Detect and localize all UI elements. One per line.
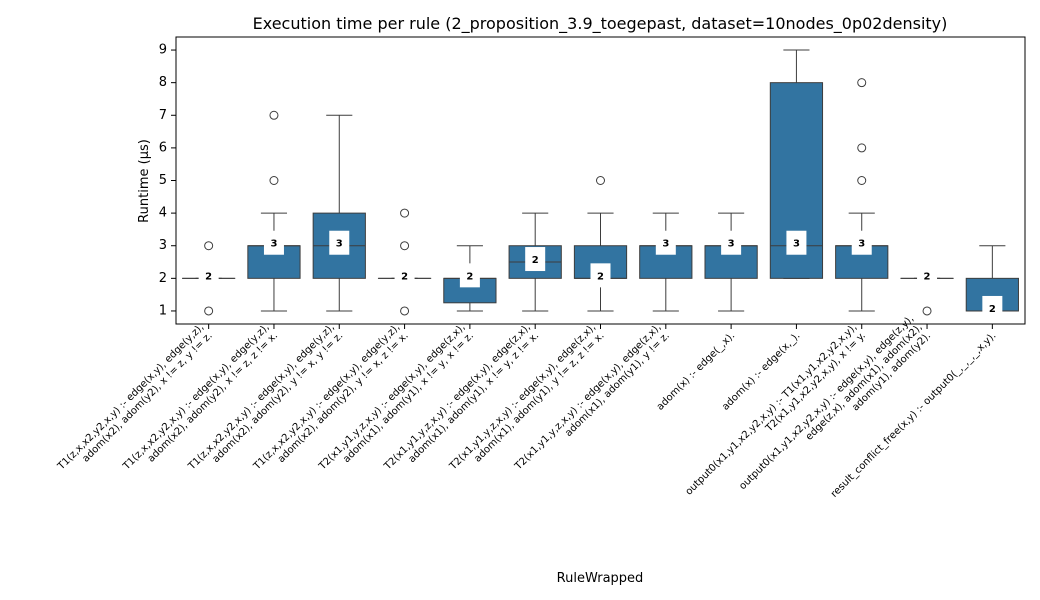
y-axis-label: Runtime (µs): [137, 139, 152, 223]
outlier-point: [400, 241, 410, 251]
median-label: 3: [793, 239, 800, 250]
outlier-point: [857, 78, 867, 88]
y-tick-label: 2: [159, 271, 167, 286]
median-label-bg: [851, 230, 872, 255]
outlier-point: [922, 306, 932, 316]
median-label: 2: [532, 255, 539, 266]
median-label-bg: [459, 263, 480, 288]
y-tick-label: 8: [159, 75, 167, 90]
y-tick-label: 1: [159, 303, 167, 318]
median-label: 2: [205, 271, 212, 282]
median-label: 3: [336, 239, 343, 250]
median-label: 3: [858, 239, 865, 250]
median-label: 2: [597, 271, 604, 282]
x-tick-label-line: output0(x1,y1,x2,y2,x,y) :- edge(x,y), e…: [737, 313, 916, 492]
median-label: 2: [924, 271, 931, 282]
outlier-point: [400, 306, 410, 316]
outlier-point: [857, 143, 867, 153]
median-label: 3: [662, 239, 669, 250]
chart-title: Execution time per rule (2_proposition_3…: [253, 14, 948, 34]
y-tick-label: 6: [159, 140, 167, 155]
y-tick-label: 5: [159, 173, 167, 188]
plot-area: 2 3 3 2 2 2 2 3 3 3 3 2 2 1 2 3 4 5 6 7 8 9 T1(z,x,x2,y2,x,y) …: [55, 36, 1026, 500]
y-tick-label: 9: [159, 43, 167, 58]
y-tick-label: 7: [159, 108, 167, 123]
median-label: 2: [401, 271, 408, 282]
median-label-bg: [786, 230, 807, 255]
outlier-point: [204, 306, 214, 316]
median-label-bg: [394, 263, 415, 288]
outlier-point: [400, 208, 410, 218]
median-label: 3: [728, 239, 735, 250]
median-label-bg: [721, 230, 742, 255]
outlier-point: [204, 241, 214, 251]
median-label-bg: [590, 263, 611, 288]
outlier-point: [596, 176, 605, 185]
median-label-bg: [198, 263, 219, 288]
median-label-bg: [263, 230, 284, 255]
x-tick-label-line: T1(z,x,x2,y2,x,y) :- edge(x,y), edge(y,z…: [55, 322, 206, 473]
outlier-point: [269, 176, 279, 185]
y-tick-label: 3: [159, 238, 167, 253]
median-label: 2: [989, 304, 996, 315]
x-axis-label: RuleWrapped: [557, 571, 644, 586]
median-label: 3: [270, 239, 277, 250]
outlier-point: [269, 110, 279, 120]
median-label-bg: [525, 247, 546, 272]
median-label: 2: [466, 271, 473, 282]
median-label-bg: [917, 263, 938, 288]
median-label-bg: [329, 230, 350, 255]
median-label-bg: [655, 230, 676, 255]
outlier-point: [857, 176, 867, 185]
median-label-bg: [982, 295, 1003, 320]
y-tick-label: 4: [159, 206, 167, 221]
